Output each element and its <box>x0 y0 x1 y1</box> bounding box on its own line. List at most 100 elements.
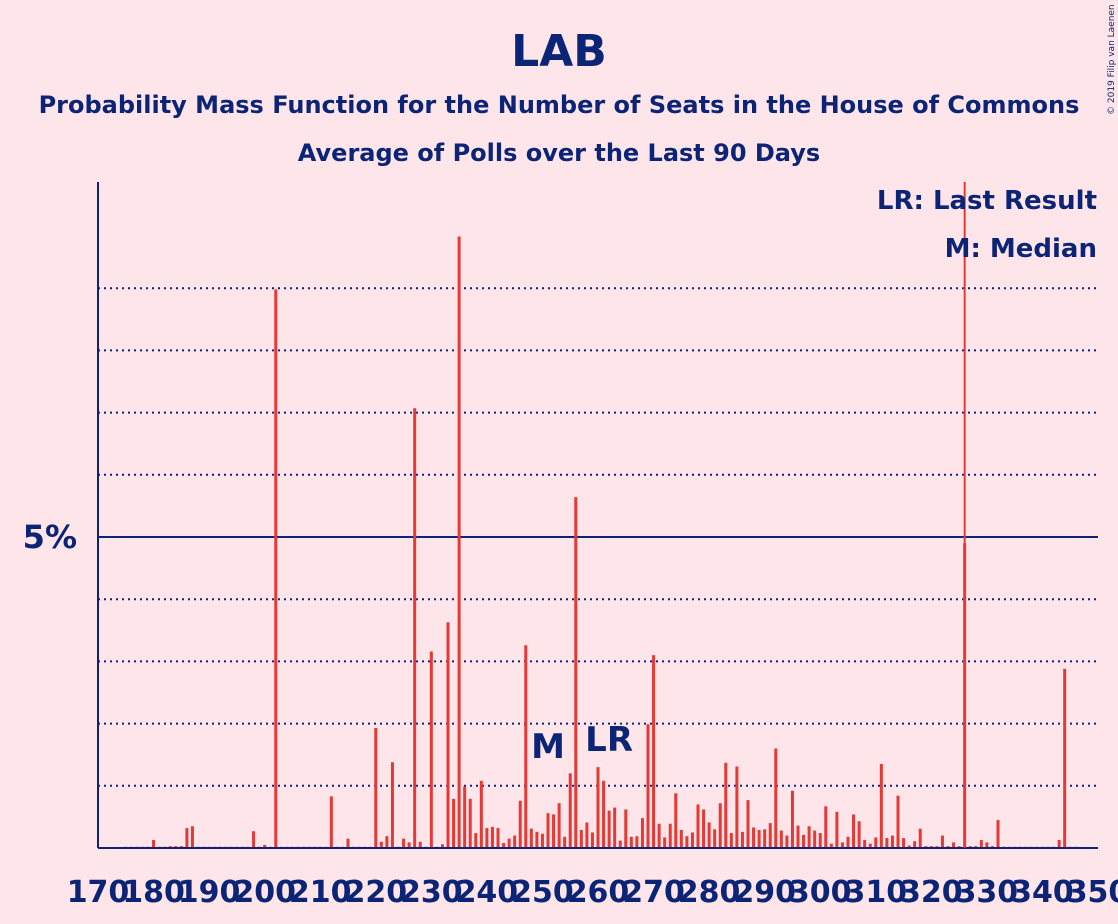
bar-seat-249 <box>535 831 539 848</box>
bar-seat-227 <box>413 408 417 848</box>
bar-seat-276 <box>685 836 689 848</box>
bar-seat-243 <box>502 843 506 848</box>
y-tick-label: 5% <box>23 518 77 556</box>
bar-seat-244 <box>507 838 511 848</box>
bar-seat-251 <box>546 813 550 848</box>
bar-seat-250 <box>540 833 544 848</box>
bar-seat-293 <box>779 830 783 848</box>
bar-seat-228 <box>418 841 422 848</box>
bar-seat-268 <box>640 818 644 848</box>
x-tick-190: 190 <box>178 875 241 910</box>
bar-seat-270 <box>652 655 656 848</box>
bar-seat-255 <box>568 773 572 848</box>
bar-seat-287 <box>746 800 750 848</box>
bar-seat-187 <box>190 826 194 848</box>
bar-seat-304 <box>840 842 844 848</box>
bar-seat-297 <box>802 834 806 848</box>
last-result-marker: LR <box>585 720 633 760</box>
bar-seat-280 <box>707 822 711 848</box>
bar-seat-269 <box>646 724 650 848</box>
bar-seat-344 <box>1063 668 1067 848</box>
bar-seat-264 <box>618 840 622 848</box>
bar-seat-236 <box>463 786 467 848</box>
x-tick-200: 200 <box>233 875 296 910</box>
bar-seat-273 <box>668 823 672 848</box>
bar-seat-271 <box>657 823 661 848</box>
bar-seat-313 <box>890 835 894 848</box>
bar-seat-317 <box>913 841 917 848</box>
bar-seat-230 <box>429 651 433 848</box>
bar-seat-252 <box>552 814 556 848</box>
x-tick-230: 230 <box>400 875 463 910</box>
bar-seat-241 <box>490 826 494 848</box>
x-tick-250: 250 <box>511 875 574 910</box>
bar-seat-239 <box>479 780 483 848</box>
bar-seat-343 <box>1057 839 1061 848</box>
x-tick-300: 300 <box>789 875 852 910</box>
bar-seat-221 <box>379 841 383 848</box>
x-tick-260: 260 <box>567 875 630 910</box>
bar-seat-288 <box>752 827 756 848</box>
bar-seat-257 <box>579 829 583 848</box>
legend-median: M: Median <box>945 234 1097 264</box>
bar-seat-245 <box>513 835 517 848</box>
x-tick-220: 220 <box>344 875 407 910</box>
bar-seat-180 <box>152 839 156 848</box>
bar-seat-279 <box>702 809 706 848</box>
bar-seat-200 <box>263 844 267 848</box>
x-tick-280: 280 <box>678 875 741 910</box>
bar-seat-215 <box>346 838 350 848</box>
bar-seat-275 <box>679 829 683 848</box>
bar-seat-295 <box>790 790 794 848</box>
bar-seat-235 <box>457 236 461 849</box>
bar-seat-296 <box>796 825 800 848</box>
bar-seat-198 <box>252 831 256 848</box>
bar-seat-226 <box>407 842 411 848</box>
bar-seat-290 <box>763 829 767 848</box>
bar-seat-292 <box>774 748 778 848</box>
x-tick-180: 180 <box>122 875 185 910</box>
bar-seat-312 <box>885 838 889 848</box>
bar-seat-265 <box>624 809 628 848</box>
bar-seat-237 <box>468 798 472 848</box>
bar-seat-285 <box>735 766 739 848</box>
x-tick-labels: 1701801902002102202302402502602702802903… <box>67 875 1118 910</box>
bar-seat-262 <box>607 810 611 848</box>
bar-seat-303 <box>835 811 839 848</box>
bar-seat-247 <box>524 645 528 848</box>
bar-seat-332 <box>996 820 1000 848</box>
bar-seat-308 <box>863 839 867 848</box>
bar-seat-248 <box>529 828 533 848</box>
bar-seat-186 <box>185 828 189 848</box>
bar-seat-259 <box>590 832 594 848</box>
bar-seat-305 <box>846 836 850 848</box>
bar-seat-314 <box>896 795 900 848</box>
bar-seat-284 <box>729 833 733 848</box>
x-tick-340: 340 <box>1011 875 1074 910</box>
bar-seat-309 <box>868 843 872 848</box>
bar-seat-267 <box>635 836 639 848</box>
bar-seat-260 <box>596 767 600 848</box>
bar-seat-282 <box>718 803 722 848</box>
bar-seat-263 <box>613 807 617 848</box>
bar-seat-212 <box>329 796 333 848</box>
bar-seat-318 <box>918 828 922 848</box>
bar-seat-234 <box>452 798 456 848</box>
median-marker: M <box>531 727 565 767</box>
bar-seat-222 <box>385 836 389 848</box>
bar-seat-283 <box>724 762 728 848</box>
x-tick-310: 310 <box>844 875 907 910</box>
bars <box>124 236 1078 849</box>
bar-seat-246 <box>518 800 522 848</box>
chart-subtitle-2: Average of Polls over the Last 90 Days <box>298 139 820 167</box>
bar-seat-242 <box>496 828 500 848</box>
bar-seat-281 <box>713 829 717 848</box>
bar-seat-310 <box>874 837 878 848</box>
bar-seat-330 <box>985 842 989 848</box>
bar-seat-240 <box>485 828 489 848</box>
x-tick-210: 210 <box>289 875 352 910</box>
bar-seat-298 <box>807 826 811 848</box>
bar-seat-272 <box>663 837 667 848</box>
bar-seat-253 <box>557 803 561 848</box>
bar-seat-202 <box>274 289 278 849</box>
